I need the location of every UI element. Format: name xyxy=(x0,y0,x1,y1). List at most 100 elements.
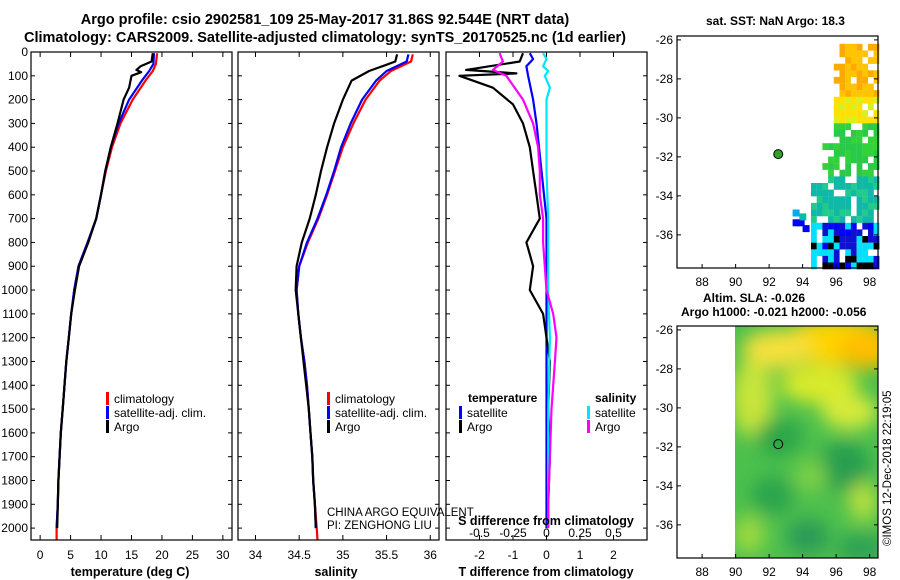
sst-cell xyxy=(862,83,869,91)
x-tick-label: 0 xyxy=(543,548,550,562)
sla-blob xyxy=(820,394,878,430)
y-tick-label: 300 xyxy=(8,116,28,130)
sst-cell xyxy=(873,255,880,263)
sst-cell xyxy=(873,242,880,250)
map-y-tick-label: -28 xyxy=(656,72,674,86)
sst-cell xyxy=(839,43,846,51)
sst-cell xyxy=(868,90,874,97)
sst-cell xyxy=(833,176,840,184)
sst-cell xyxy=(862,90,869,97)
sst-cell xyxy=(828,176,834,184)
y-tick-label: 1800 xyxy=(1,473,28,487)
sst-cell xyxy=(873,262,880,270)
sst-cell xyxy=(868,136,874,144)
sst-cell xyxy=(873,50,880,58)
sst-cell xyxy=(833,116,840,124)
sst-cell xyxy=(799,213,807,221)
sst-cell xyxy=(845,83,851,91)
sst-cell xyxy=(868,209,874,217)
sst-cell xyxy=(868,143,874,150)
sst-cell xyxy=(868,123,874,131)
sst-cell xyxy=(839,96,846,104)
sst-cell xyxy=(816,242,823,250)
sst-cell xyxy=(845,50,851,58)
sst-cell xyxy=(839,149,846,157)
sst-cell xyxy=(811,229,817,237)
sst-cell xyxy=(839,103,846,111)
sst-cell xyxy=(856,202,863,210)
series-line-argo xyxy=(56,53,154,529)
sst-cell xyxy=(873,202,880,210)
sst-cell xyxy=(868,255,874,263)
sst-cell xyxy=(839,63,846,71)
sst-cell xyxy=(856,262,863,270)
sst-cell xyxy=(856,156,863,164)
salinity-profile-panel: 34 34.5 35 35.5 36 salinity climatology sate… xyxy=(237,51,474,579)
sst-cell xyxy=(868,202,874,210)
sst-cell xyxy=(873,90,880,97)
legend-argo-swatch xyxy=(106,420,109,433)
sst-cell xyxy=(822,209,829,217)
sst-cell xyxy=(845,262,851,270)
sst-cell xyxy=(839,222,846,230)
sst-cell xyxy=(845,116,851,124)
sst-cell xyxy=(845,249,851,257)
sst-cell xyxy=(839,76,846,84)
sst-cell xyxy=(862,169,869,177)
sst-cell xyxy=(868,103,874,111)
sst-cell xyxy=(850,83,857,91)
sst-cell xyxy=(839,83,846,91)
map-x-tick-label: 94 xyxy=(796,565,810,579)
x-tick-label: 0 xyxy=(37,548,44,562)
sst-cell xyxy=(845,229,851,237)
sst-cell xyxy=(850,96,857,104)
sst-cell xyxy=(811,242,817,250)
map-x-tick-label: 90 xyxy=(729,565,743,579)
sst-cell xyxy=(833,63,840,71)
sst-cell xyxy=(839,262,846,270)
sst-cell xyxy=(856,196,863,204)
sst-cell xyxy=(822,229,829,237)
y-tick-label: 1700 xyxy=(1,450,28,464)
sst-cell xyxy=(845,90,851,97)
sla-blob xyxy=(848,482,878,521)
sst-cell xyxy=(868,236,874,243)
sst-cell xyxy=(802,225,810,233)
pi-annotation-line-2: PI: ZENGHONG LIU xyxy=(327,520,432,532)
sst-cell xyxy=(868,70,874,78)
sst-cell xyxy=(845,202,851,210)
sst-cell xyxy=(845,183,851,190)
x-tick-label: 1 xyxy=(577,548,584,562)
y-tick-label: 500 xyxy=(8,164,28,178)
sst-cell xyxy=(856,96,863,104)
sst-cell xyxy=(828,222,834,230)
sst-cell xyxy=(839,130,846,137)
s-tick-label: -0.5 xyxy=(469,526,490,540)
legend-satellite-label: satellite-adj. clim. xyxy=(335,406,427,420)
x-tick-label: 15 xyxy=(125,548,139,562)
s-tick-label: 0.5 xyxy=(605,526,622,540)
sla-blob xyxy=(794,460,828,492)
legend-temperature-title: temperature xyxy=(468,391,538,405)
map-y-tick-label: -30 xyxy=(656,111,674,125)
sst-cell xyxy=(811,249,817,257)
sla-blob xyxy=(735,359,774,438)
sst-cell xyxy=(822,249,829,257)
sst-cell xyxy=(850,43,857,51)
sst-cell xyxy=(862,76,869,84)
sst-cell xyxy=(856,236,863,243)
sst-cell xyxy=(839,50,846,58)
sst-cell xyxy=(868,222,874,230)
sst-cell xyxy=(856,149,863,157)
y-tick-label: 1200 xyxy=(1,331,28,345)
sst-cell xyxy=(822,183,829,190)
sst-cell xyxy=(839,123,846,131)
legend-argo-label: Argo xyxy=(114,420,140,434)
sst-cell xyxy=(868,116,874,124)
sst-cell xyxy=(856,43,863,51)
sst-cell xyxy=(850,242,857,250)
sst-cell xyxy=(862,96,869,104)
map-y-tick-label: -28 xyxy=(656,362,674,376)
sst-cell xyxy=(833,236,840,243)
sst-cell xyxy=(856,57,863,64)
